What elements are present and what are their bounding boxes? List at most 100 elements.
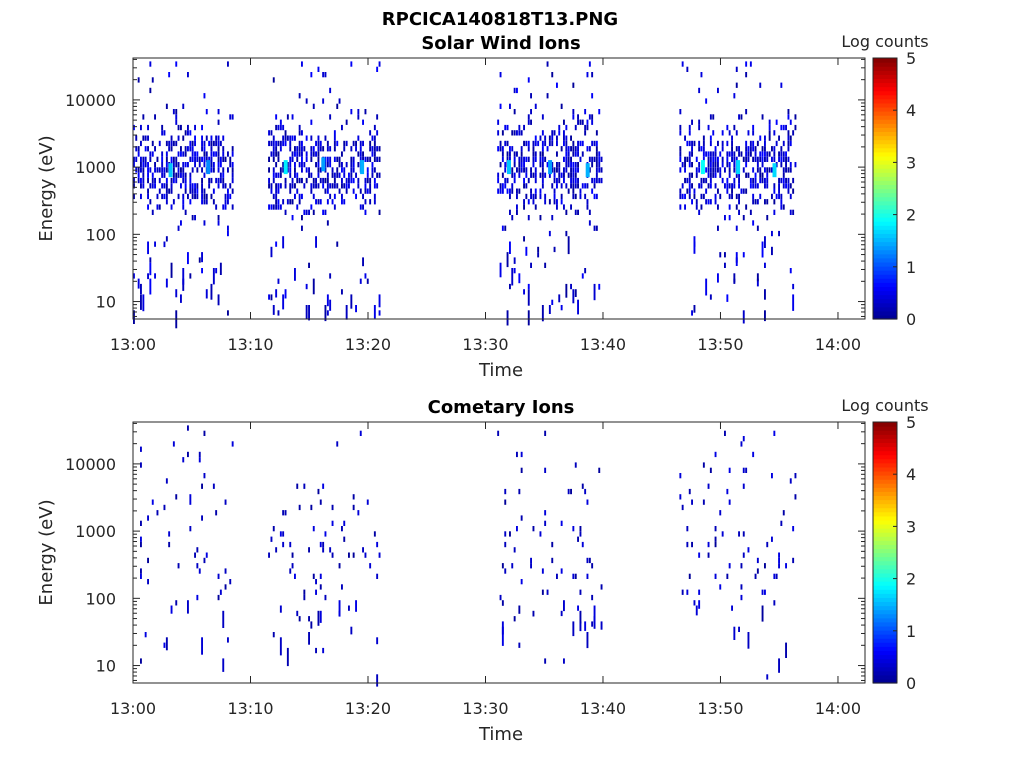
colorbar-segment [873,523,897,529]
data-cell [175,162,178,168]
data-cell [780,124,783,131]
data-cell [154,183,156,189]
data-cell [749,151,752,157]
data-cell [782,172,785,178]
data-cell [184,151,187,157]
data-cell [329,273,332,279]
hotspot-cell [736,160,741,175]
data-cell [343,167,346,173]
data-cell [785,563,787,569]
colorbar-segment [873,306,897,312]
data-cell [177,124,180,131]
data-cell [577,605,579,611]
data-cell [210,135,213,141]
data-cell [520,130,523,136]
data-cell [189,130,192,136]
data-cell [322,183,325,189]
data-cell [782,167,785,173]
data-cell [581,140,584,147]
data-cell [537,140,540,147]
data-cell [691,183,693,189]
data-cell [326,199,329,205]
data-cell [277,188,280,194]
data-cell [312,151,315,157]
data-cell [544,172,547,178]
data-cell [286,199,289,205]
data-cell [513,172,516,178]
data-cell [534,140,537,147]
data-cell [497,188,500,194]
data-cell [282,199,285,205]
data-cell [326,294,329,307]
data-cell [170,146,173,152]
data-cell [224,193,227,200]
data-cell [541,305,544,322]
data-cell [541,172,544,178]
data-cell [794,114,797,120]
data-cell [766,167,769,173]
data-cell [217,156,220,162]
data-cell [768,119,771,125]
data-cell [319,499,322,505]
data-cell [203,220,206,226]
data-cell [516,87,518,94]
data-cell [175,119,178,125]
data-cell [728,167,731,173]
data-cell [717,204,719,210]
data-cell [350,109,353,115]
colorbar-segment [873,605,897,611]
data-cell [275,146,278,152]
data-cell [726,177,729,184]
data-cell [305,151,308,157]
data-cell [778,230,780,237]
colorbar-segment [873,556,897,562]
data-cell [721,140,724,147]
data-cell [742,552,745,558]
data-cell [366,188,369,194]
data-cell [324,156,327,162]
data-cell [348,605,350,611]
data-cell [154,167,156,173]
data-cell [147,146,149,152]
data-cell [355,600,357,612]
data-cell [317,162,320,168]
data-cell [298,146,301,152]
data-cell [499,72,502,78]
data-cell [497,172,500,178]
data-cell [532,199,535,205]
data-cell [679,130,682,136]
data-cell [359,204,362,210]
data-cell [345,140,348,147]
data-cell [504,167,507,173]
data-cell [733,167,736,173]
data-cell [343,536,346,542]
data-cell [352,156,355,162]
data-cell [548,199,551,205]
data-cell [572,621,575,637]
data-cell [501,632,504,646]
data-cell [172,441,175,447]
data-cell [151,209,154,215]
colorbar-segment [873,151,897,157]
data-cell [504,541,507,548]
data-cell [688,188,691,194]
data-cell [291,199,294,205]
data-cell [184,172,187,178]
data-cell [764,140,766,147]
data-cell [296,172,299,178]
data-cell [787,183,790,189]
data-cell [745,188,748,194]
data-cell [140,462,142,468]
data-cell [742,156,745,162]
data-cell [201,140,203,147]
data-cell [154,146,156,152]
data-cell [222,204,225,210]
data-cell [688,124,691,131]
data-cell [504,568,507,574]
colorbar-segment [873,208,897,214]
colorbar-segment [873,491,897,497]
data-cell [728,193,731,200]
data-cell [698,146,701,152]
data-cell [684,167,686,173]
data-cell [506,177,509,184]
